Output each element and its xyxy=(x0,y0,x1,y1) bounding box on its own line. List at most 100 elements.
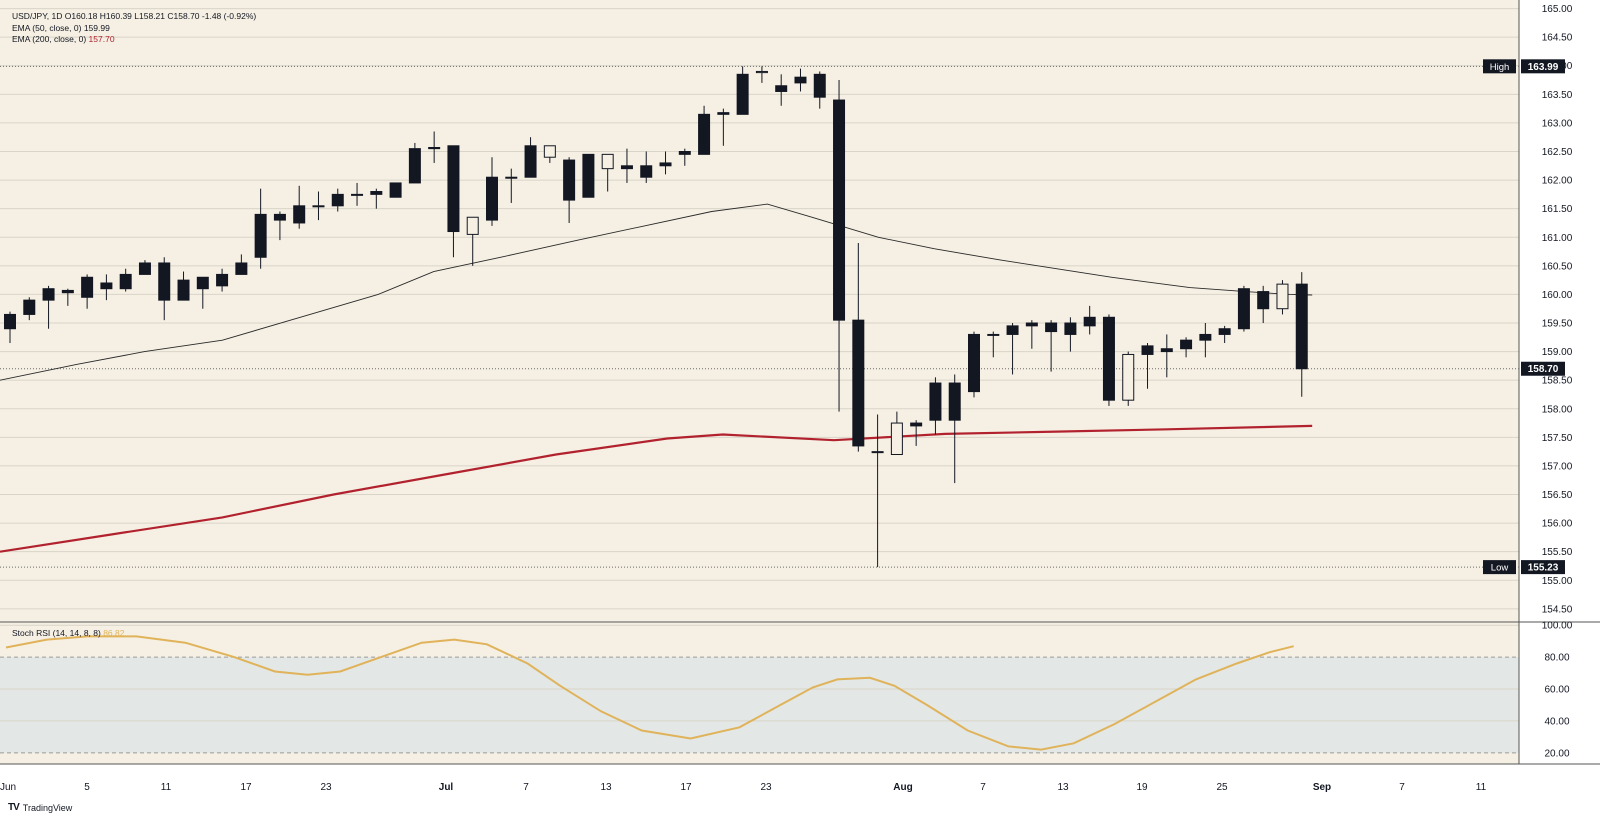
candle[interactable] xyxy=(177,271,190,301)
candle[interactable] xyxy=(408,142,421,184)
candle-body-up xyxy=(929,382,942,421)
candle[interactable] xyxy=(755,66,768,83)
candle[interactable] xyxy=(312,191,325,221)
candle[interactable] xyxy=(1025,320,1038,349)
candle[interactable] xyxy=(717,108,730,146)
price-tick-label: 158.50 xyxy=(1542,376,1573,387)
ema200-legend-label[interactable]: EMA (200, close, 0) xyxy=(12,34,87,44)
candle[interactable] xyxy=(1180,337,1193,358)
candle[interactable] xyxy=(428,131,441,163)
candle[interactable] xyxy=(158,257,171,321)
candle-body-up xyxy=(138,262,151,275)
candle[interactable] xyxy=(216,268,229,292)
candle[interactable] xyxy=(1064,317,1077,352)
candle[interactable] xyxy=(293,185,306,229)
time-tick-label: 17 xyxy=(240,782,252,793)
candle[interactable] xyxy=(196,276,209,309)
candle[interactable] xyxy=(871,414,884,568)
candle[interactable] xyxy=(1257,285,1270,324)
candle[interactable] xyxy=(1122,351,1135,406)
candle-body-up xyxy=(871,451,884,454)
time-tick-label: Jul xyxy=(439,782,454,793)
candle[interactable] xyxy=(640,151,653,183)
candle[interactable] xyxy=(100,274,113,301)
candle-body-up xyxy=(698,113,711,155)
candle[interactable] xyxy=(61,288,74,306)
time-axis[interactable]: Jun 5 11 17 23 Jul 7 13 17 23 Aug 7 13 19 25 Sep 7 11 xyxy=(0,782,1487,793)
candle[interactable] xyxy=(659,151,672,175)
ema50-legend-label[interactable]: EMA (50, close, 0) xyxy=(12,23,82,33)
candle[interactable] xyxy=(351,182,364,206)
candle[interactable] xyxy=(370,188,383,209)
candle[interactable] xyxy=(775,74,788,106)
candle[interactable] xyxy=(620,148,633,183)
candle[interactable] xyxy=(42,285,55,329)
candle[interactable] xyxy=(4,311,16,344)
candle[interactable] xyxy=(1045,320,1058,372)
candle[interactable] xyxy=(524,137,537,178)
price-tick-label: 159.50 xyxy=(1542,319,1573,330)
candle[interactable] xyxy=(1102,314,1115,406)
candle[interactable] xyxy=(601,153,614,192)
candle[interactable] xyxy=(794,68,807,92)
candle-body-up xyxy=(1218,328,1231,335)
candle[interactable] xyxy=(968,331,980,398)
candle-body-up xyxy=(1199,333,1212,341)
candle[interactable] xyxy=(119,268,132,292)
candle[interactable] xyxy=(987,331,1000,358)
candle[interactable] xyxy=(833,80,846,412)
candle[interactable] xyxy=(466,216,479,266)
candle[interactable] xyxy=(582,153,595,198)
candle[interactable] xyxy=(1199,323,1212,358)
candle-body-up xyxy=(833,99,846,321)
candle[interactable] xyxy=(235,254,248,275)
candle[interactable] xyxy=(910,420,923,446)
candle-body-up xyxy=(61,289,74,294)
candle[interactable] xyxy=(1083,305,1096,335)
candle[interactable] xyxy=(678,148,691,166)
candle[interactable] xyxy=(948,374,961,484)
candle[interactable] xyxy=(543,145,556,163)
candle[interactable] xyxy=(1237,285,1250,332)
legend-symbol[interactable]: USD/JPY, 1D xyxy=(12,11,63,21)
candle[interactable] xyxy=(331,188,344,212)
candle[interactable] xyxy=(1160,334,1173,378)
candle[interactable] xyxy=(23,297,36,321)
candle[interactable] xyxy=(505,168,518,203)
candle[interactable] xyxy=(389,182,402,198)
candle[interactable] xyxy=(813,71,826,109)
candle[interactable] xyxy=(254,188,267,269)
candle[interactable] xyxy=(1218,325,1231,344)
candle[interactable] xyxy=(486,157,498,226)
candle[interactable] xyxy=(929,377,942,435)
candle[interactable] xyxy=(563,157,576,223)
candle[interactable] xyxy=(138,260,151,275)
candle-body-down xyxy=(466,216,479,235)
candle-body-up xyxy=(640,165,653,178)
candle[interactable] xyxy=(81,274,94,309)
stoch-tick-label: 40.00 xyxy=(1544,716,1569,727)
candle[interactable] xyxy=(447,145,460,258)
candle[interactable] xyxy=(1295,272,1308,397)
candle-body-up xyxy=(177,279,190,301)
stoch-axis[interactable]: 100.00 80.00 60.00 40.00 20.00 xyxy=(1542,621,1573,760)
candle[interactable] xyxy=(1276,280,1289,315)
ema200-path xyxy=(0,424,1313,553)
tradingview-branding[interactable]: TV TradingView xyxy=(8,802,72,813)
stoch-legend-label[interactable]: Stoch RSI (14, 14, 8, 8) xyxy=(12,628,101,638)
candle[interactable] xyxy=(1006,323,1019,375)
candle[interactable] xyxy=(852,242,865,452)
candle[interactable] xyxy=(736,66,749,115)
candle[interactable] xyxy=(273,211,286,241)
price-tick-label: 165.00 xyxy=(1542,4,1573,15)
candle[interactable] xyxy=(1141,343,1154,389)
candle[interactable] xyxy=(698,105,711,155)
price-axis[interactable]: 165.00164.50164.00163.50163.00162.50162.… xyxy=(1542,4,1573,615)
candle-body-up xyxy=(408,148,421,184)
candle-body-down xyxy=(755,70,768,74)
candles xyxy=(4,66,1308,568)
stoch-legend: Stoch RSI (14, 14, 8, 8) 86.82 xyxy=(12,628,124,638)
last-price-marker-value-bg xyxy=(1521,361,1565,376)
candle[interactable] xyxy=(890,411,903,455)
